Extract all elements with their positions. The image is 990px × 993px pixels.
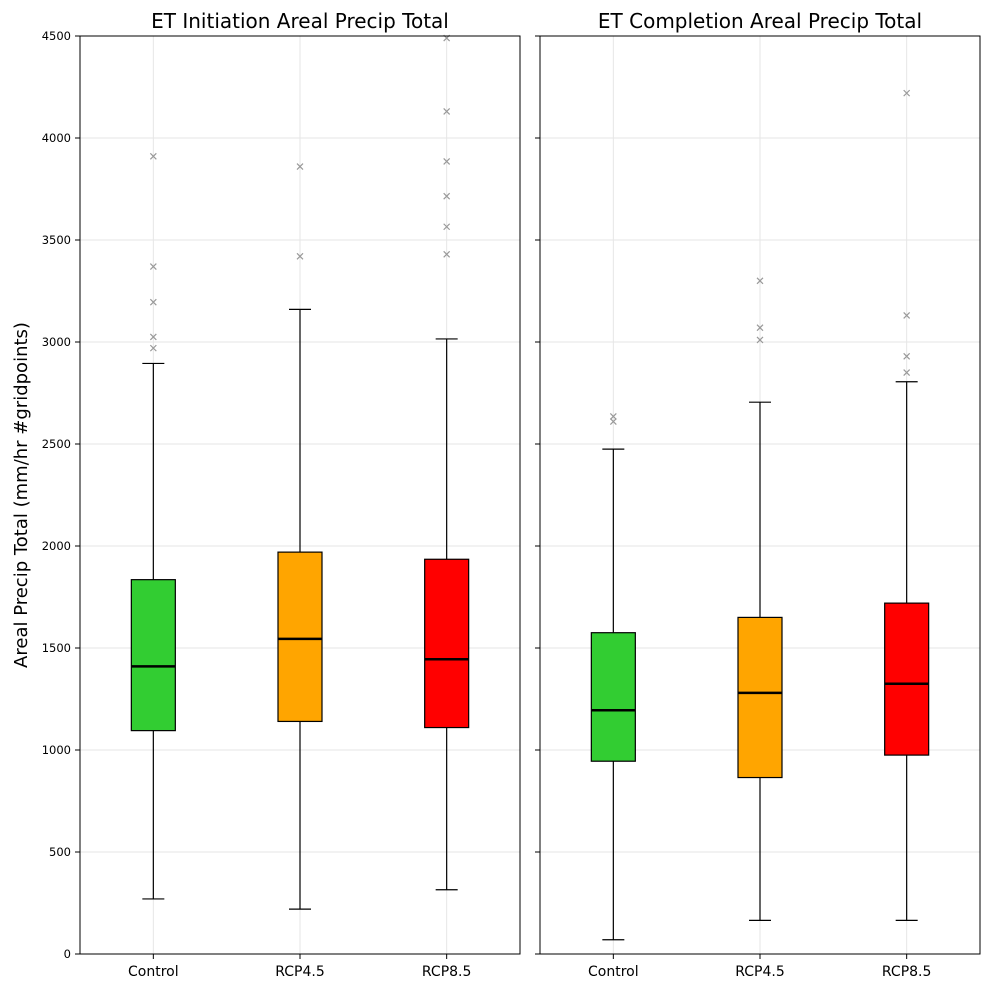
outlier-point: [903, 369, 911, 377]
y-tick-label: 3000: [42, 335, 71, 349]
plot-frame: [539, 35, 981, 955]
outlier-point: [756, 277, 764, 285]
outlier-point: [149, 263, 157, 270]
y-tick-label: 2000: [42, 539, 71, 553]
x-tick-label: RCP4.5: [735, 964, 785, 980]
outlier-point: [903, 89, 911, 97]
x-tick-label: Control: [588, 964, 639, 980]
box-rcp45: [277, 551, 323, 723]
panel-title: ET Completion Areal Precip Total: [598, 9, 922, 33]
y-axis-label: Areal Precip Total (mm/hr #gridpoints): [11, 322, 32, 668]
outlier-point: [756, 336, 764, 344]
outlier-point: [149, 298, 157, 306]
y-tick-label: 3500: [42, 233, 71, 247]
panel-title: ET Initiation Areal Precip Total: [151, 9, 449, 33]
y-tick-label: 500: [49, 845, 71, 859]
x-tick-label: RCP8.5: [882, 964, 932, 980]
y-tick-label: 4000: [42, 131, 71, 145]
box-control: [130, 579, 176, 732]
outlier-point: [296, 163, 304, 170]
box-control: [590, 632, 636, 762]
x-tick-label: RCP4.5: [275, 964, 325, 980]
y-tick-label: 2500: [42, 437, 71, 451]
box-rcp85: [884, 602, 930, 756]
outlier-point: [443, 158, 451, 165]
outlier-point: [903, 312, 911, 319]
outlier-point: [149, 333, 157, 341]
outlier-point: [149, 152, 157, 160]
box-rcp45: [737, 616, 783, 779]
x-tick-label: Control: [128, 964, 179, 980]
outlier-point: [443, 108, 451, 115]
outlier-point: [903, 352, 911, 360]
y-tick-label: 1500: [42, 641, 71, 655]
x-tick-label: RCP8.5: [422, 964, 472, 980]
outlier-point: [443, 223, 451, 231]
outlier-point: [296, 252, 304, 260]
outlier-point: [609, 413, 617, 420]
y-tick-label: 0: [64, 947, 71, 961]
box-rcp85: [424, 558, 470, 729]
outlier-point: [443, 250, 451, 258]
outlier-point: [443, 192, 451, 200]
plot-frame: [79, 35, 521, 955]
y-tick-label: 1000: [42, 743, 71, 757]
outlier-point: [149, 344, 157, 352]
outlier-point: [756, 324, 764, 332]
y-tick-label: 4500: [42, 29, 71, 43]
outlier-point: [609, 418, 617, 425]
